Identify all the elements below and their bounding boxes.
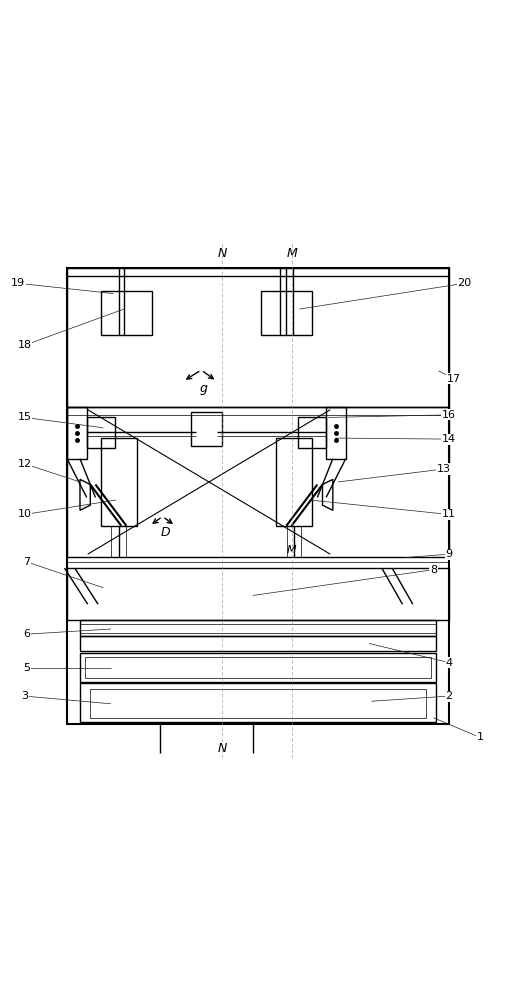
Bar [101,438,137,526]
Text: 10: 10 [18,509,32,519]
Text: 14: 14 [442,434,456,444]
Text: g: g [200,382,208,395]
Text: 11: 11 [442,509,456,519]
Text: 17: 17 [447,374,461,384]
Bar [67,268,449,724]
Bar [326,407,346,459]
Text: 9: 9 [445,549,453,559]
Text: 1: 1 [476,732,483,742]
Text: 19: 19 [11,278,25,288]
Text: 15: 15 [18,412,32,422]
Text: 13: 13 [437,464,451,474]
Text: 12: 12 [18,459,32,469]
Bar [80,653,436,682]
Bar [298,417,326,448]
Bar [90,689,426,718]
Bar [67,407,87,459]
Text: 3: 3 [21,691,28,701]
Bar [67,568,449,620]
Text: 5: 5 [23,663,30,673]
Text: N: N [217,742,227,755]
Text: 2: 2 [445,691,453,701]
Text: 6: 6 [23,629,30,639]
Bar [67,268,449,407]
Bar [67,407,449,557]
Bar [261,291,312,335]
Text: M: M [287,545,296,555]
Bar [80,636,436,651]
Text: N: N [217,247,227,260]
Bar [80,683,436,722]
Bar [101,291,152,335]
Bar [191,412,222,446]
Bar [87,417,115,448]
Text: 7: 7 [23,557,30,567]
Bar [80,620,436,636]
Text: 4: 4 [445,658,453,668]
Text: 8: 8 [430,565,437,575]
Text: 20: 20 [457,278,472,288]
Text: M: M [286,247,297,260]
Text: 18: 18 [18,340,32,350]
Text: D: D [160,526,170,539]
Bar [85,657,431,678]
Text: 16: 16 [442,410,456,420]
Bar [276,438,312,526]
